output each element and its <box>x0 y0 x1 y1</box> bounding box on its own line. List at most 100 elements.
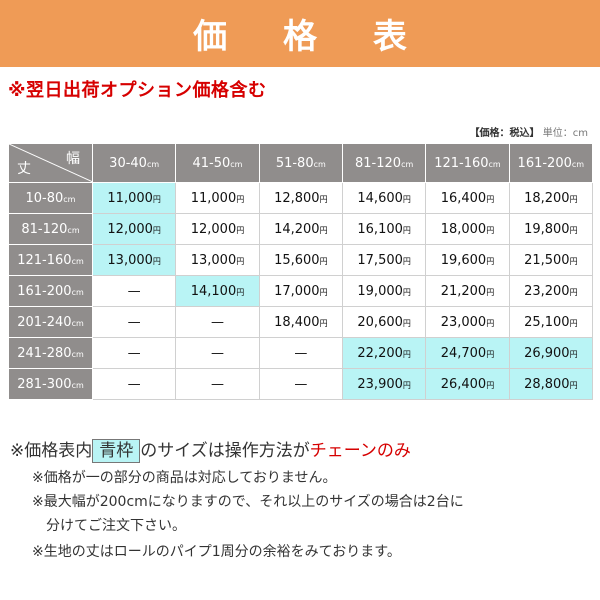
yen-unit: 円 <box>486 318 495 328</box>
row-range: 281-300 <box>17 376 72 392</box>
column-header: 51-80cm <box>258 143 343 183</box>
price-value: 20,600 <box>357 314 403 330</box>
table-row: 161-200cm —14,100円 17,000円 19,000円 21,200円 23… <box>8 275 594 307</box>
row-range: 81-120 <box>21 221 68 237</box>
subtitle: ※翌日出荷オプション価格含む <box>8 80 267 101</box>
column-unit: cm <box>571 159 585 169</box>
row-range: 201-240 <box>17 314 72 330</box>
price-cell: — <box>175 337 260 369</box>
price-value: 14,600 <box>357 190 403 206</box>
price-value: 15,600 <box>274 252 320 268</box>
price-cell: 12,000円 <box>175 213 260 245</box>
price-value: 25,100 <box>524 314 570 330</box>
yen-unit: 円 <box>236 256 245 266</box>
row-header: 121-160cm <box>8 244 93 276</box>
price-value: — <box>127 345 141 361</box>
price-cell: 13,000円 <box>91 244 177 276</box>
row-unit: cm <box>71 349 84 359</box>
tax-note: 【価格：税込】 <box>469 128 540 139</box>
yen-unit: 円 <box>486 380 495 390</box>
yen-unit: 円 <box>402 225 411 235</box>
row-range: 121-160 <box>17 252 72 268</box>
column-range: 161-200 <box>517 155 572 171</box>
price-cell: 18,000円 <box>425 213 510 245</box>
table-header-row: 丈 幅 30-40cm 41-50cm 51-80cm 81-120cm 121-160… <box>8 143 594 183</box>
price-value: — <box>127 376 141 392</box>
yen-unit: 円 <box>402 287 411 297</box>
yen-unit: 円 <box>486 225 495 235</box>
yen-unit: 円 <box>319 287 328 297</box>
price-cell: 24,700円 <box>425 337 510 369</box>
price-cell: 18,200円 <box>508 182 594 214</box>
price-cell: — <box>91 337 177 369</box>
price-cell: 23,900円 <box>341 368 427 400</box>
price-value: 11,000 <box>190 190 237 206</box>
row-header: 281-300cm <box>8 368 93 400</box>
price-value: 17,500 <box>357 252 403 268</box>
yen-unit: 円 <box>236 287 245 297</box>
row-unit: cm <box>71 256 84 266</box>
price-value: 24,700 <box>440 345 487 361</box>
price-value: — <box>127 314 141 330</box>
row-unit: cm <box>71 287 84 297</box>
yen-unit: 円 <box>319 256 328 266</box>
price-value: 14,200 <box>274 221 320 237</box>
price-cell: — <box>175 306 260 338</box>
yen-unit: 円 <box>319 225 328 235</box>
column-range: 51-80 <box>275 155 314 171</box>
price-cell: 17,500円 <box>341 244 427 276</box>
column-unit: cm <box>146 159 160 169</box>
price-value: 26,900 <box>524 345 570 361</box>
price-cell: 21,200円 <box>425 275 510 307</box>
price-value: 19,600 <box>440 252 487 268</box>
price-value: 17,000 <box>274 283 320 299</box>
row-unit: cm <box>71 318 84 328</box>
yen-unit: 円 <box>402 380 411 390</box>
price-value: 14,100 <box>190 283 237 299</box>
column-range: 121-160 <box>434 155 489 171</box>
row-unit: cm <box>67 225 80 235</box>
price-cell: 11,000円 <box>175 182 260 214</box>
price-value: 21,200 <box>440 283 487 299</box>
note-max-width-cont: 分けてご注文下さい。 <box>46 518 186 534</box>
price-cell: — <box>91 275 177 307</box>
row-unit: cm <box>71 380 84 390</box>
yen-unit: 円 <box>236 225 245 235</box>
yen-unit: 円 <box>402 318 411 328</box>
column-unit: cm <box>401 159 414 169</box>
price-cell: 19,000円 <box>341 275 427 307</box>
note-max-width: ※最大幅が200cmになりますので、それ以上のサイズの場合は2台に <box>32 494 464 510</box>
price-cell: — <box>258 337 343 369</box>
column-header: 121-160cm <box>425 143 510 183</box>
price-value: — <box>210 376 224 392</box>
table-row: 81-120cm 12,000円 12,000円 14,200円 16,100円 18,0… <box>8 213 594 245</box>
price-cell: 26,400円 <box>425 368 510 400</box>
yen-unit: 円 <box>569 349 578 359</box>
yen-unit: 円 <box>402 256 411 266</box>
chain-only-text: チェーンのみ <box>309 441 411 461</box>
price-cell: 11,000円 <box>91 182 177 214</box>
price-value: 12,800 <box>274 190 320 206</box>
note-unavailable: ※価格が一の部分の商品は対応しておりません。 <box>32 470 337 486</box>
column-range: 41-50 <box>192 155 231 171</box>
note-mid: のサイズは操作方法が <box>140 441 310 461</box>
yen-unit: 円 <box>569 380 578 390</box>
price-value: 21,500 <box>524 252 570 268</box>
price-value: — <box>127 283 141 299</box>
row-range: 161-200 <box>17 283 72 299</box>
price-value: 13,000 <box>107 252 153 268</box>
yen-unit: 円 <box>486 349 495 359</box>
price-value: — <box>294 345 308 361</box>
yen-unit: 円 <box>402 194 411 204</box>
price-value: 28,800 <box>524 376 570 392</box>
price-cell: — <box>91 306 177 338</box>
price-value: — <box>294 376 308 392</box>
price-cell: 15,600円 <box>258 244 343 276</box>
price-value: 13,000 <box>190 252 237 268</box>
column-header: 41-50cm <box>175 143 260 183</box>
row-header: 81-120cm <box>8 213 93 245</box>
price-cell: 23,200円 <box>508 275 594 307</box>
column-header: 30-40cm <box>91 143 177 183</box>
price-cell: 18,400円 <box>258 306 343 338</box>
yen-unit: 円 <box>152 194 161 204</box>
